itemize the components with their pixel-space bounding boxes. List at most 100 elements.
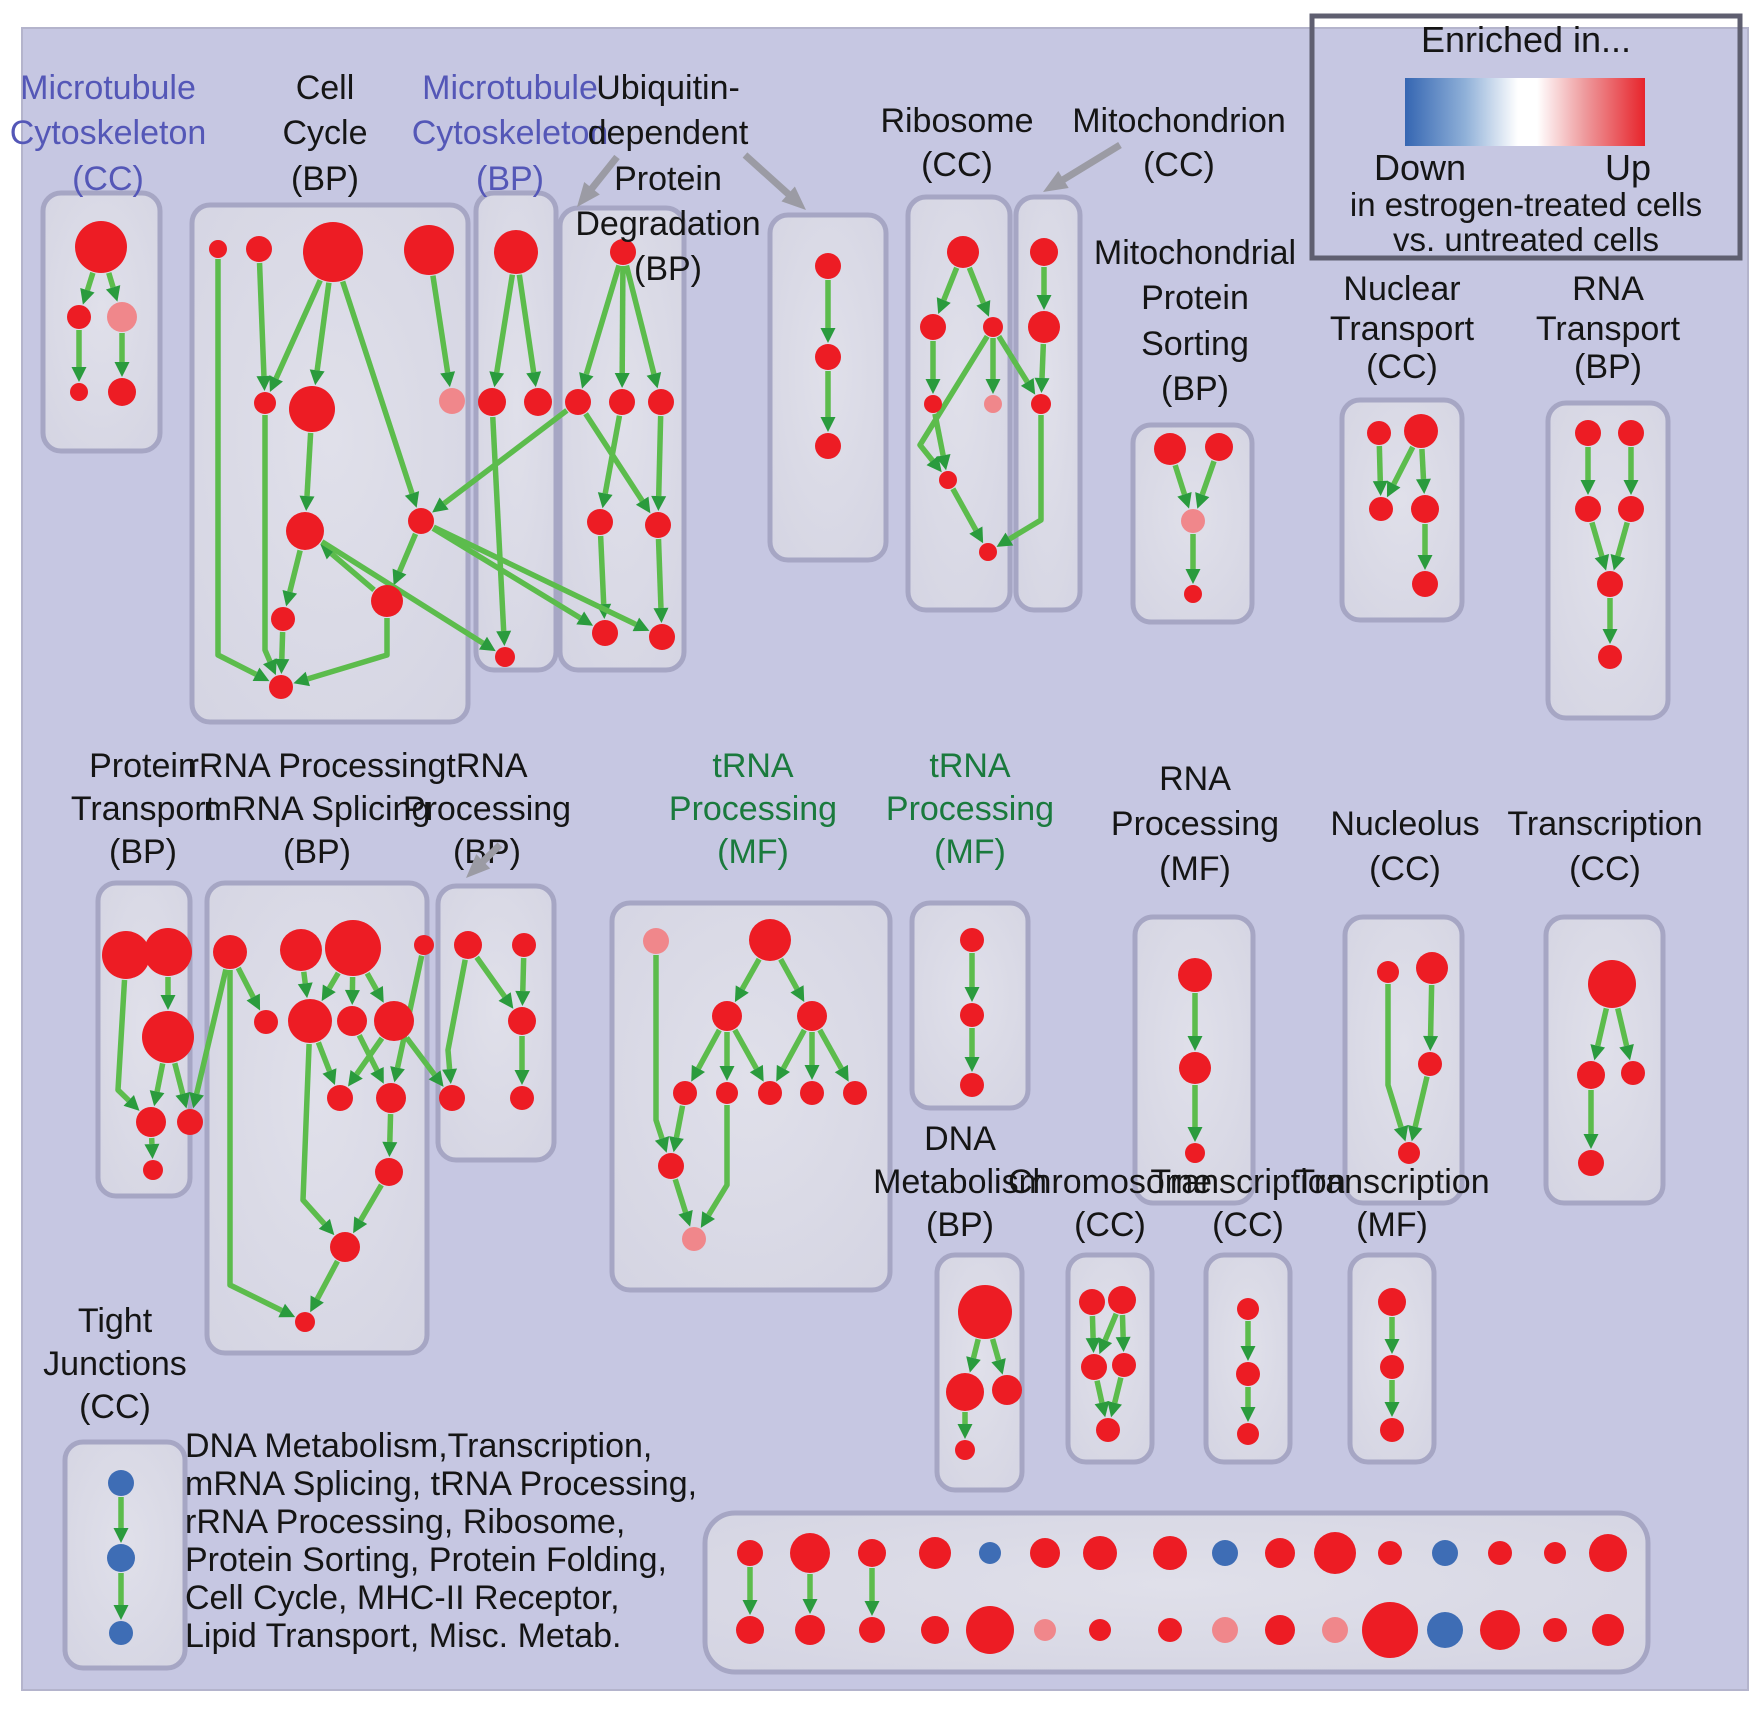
ubiquitin-left-arrow <box>584 154 620 197</box>
rrna-node-1-red <box>280 929 322 971</box>
misc-strip-node-10-red <box>1314 1532 1356 1574</box>
ub1-edge-7-arrowhead <box>653 607 669 624</box>
dna-met-label-line-2: (BP) <box>926 1206 994 1244</box>
cross-edge-2 <box>432 524 638 627</box>
transcr-cc-1-edge-1 <box>1615 1007 1630 1047</box>
chromosome-edge-4-arrowhead <box>1107 1401 1122 1418</box>
ribosome-label-line-1: (CC) <box>921 146 993 184</box>
category-list-line-2: rRNA Processing, Ribosome, <box>185 1503 625 1541</box>
nucleolus-label-line-0: Nucleolus <box>1330 805 1479 843</box>
cell-cycle-node-8-red <box>408 508 434 534</box>
trna-mf-small-label-line-1: Processing <box>886 790 1054 828</box>
ub1-edge-1-arrowhead <box>614 372 630 389</box>
trna-bp-edge-1 <box>520 957 527 992</box>
mps-node-0-red <box>1154 433 1186 465</box>
chromosome-edge-1 <box>1102 1312 1119 1342</box>
ubiquitin-left-arrow-head <box>577 182 600 207</box>
category-list-line-4: Cell Cycle, MHC-II Receptor, <box>185 1579 620 1617</box>
misc-strip-node-19-red <box>921 1616 949 1644</box>
cell-cycle-edge-0 <box>215 259 258 677</box>
transcr-mf-edge-0-arrowhead <box>1384 1339 1400 1354</box>
tight-junctions-label-line-0: Tight <box>78 1302 153 1340</box>
cell-cycle-node-2-red <box>303 222 363 282</box>
prot-trans-node-4-red <box>177 1109 203 1135</box>
trna-mf-big-node-3-red <box>797 1001 827 1031</box>
cell-cycle-edge-7-arrowhead <box>299 495 315 512</box>
mt-bp-label-line-2: (BP) <box>476 160 544 198</box>
trna-mf-big-edge-8-arrowhead <box>654 1136 670 1153</box>
trna-mf-big-edge-7 <box>817 1028 844 1070</box>
prot-trans-edge-0-arrowhead <box>123 1095 140 1111</box>
nucleolus-node-3-red <box>1398 1142 1420 1164</box>
rrna-node-8-red <box>327 1085 353 1111</box>
rrna-edge-0-arrowhead <box>246 993 261 1011</box>
misc-strip-node-6-red <box>1083 1536 1117 1570</box>
cross-edge-5-arrowhead <box>996 532 1014 547</box>
trna-mf-big-edge-9-arrowhead <box>669 1136 684 1153</box>
rrna-edge-7 <box>356 1034 380 1072</box>
transcr-cc-2-edge-0-arrowhead <box>1240 1346 1256 1361</box>
mitochondrion-arrow <box>1055 142 1122 187</box>
cell-cycle-edge-11-arrowhead <box>274 658 290 675</box>
ribosome-node-1-red <box>920 314 946 340</box>
ub1-edge-1 <box>619 265 626 374</box>
nucleolus-edge-1 <box>1412 1076 1430 1128</box>
rna-trans-edge-2 <box>1589 521 1605 557</box>
mt-bp-edge-0-arrowhead <box>489 371 505 388</box>
trna-mf-big-edge-10 <box>672 1178 689 1214</box>
nuc-trans-edge-0 <box>1376 445 1384 482</box>
trna-bp-label-line-2: (BP) <box>453 833 521 871</box>
transcr-cc-2-node-0-red <box>1237 1298 1259 1320</box>
rrna-label-line-1: mRNA Splicing <box>204 790 431 828</box>
misc-strip-node-21-pink <box>1034 1619 1056 1641</box>
ub1-edge-4 <box>655 415 664 497</box>
rrna-node-0-red <box>213 935 247 969</box>
mito-node-1-red <box>1028 311 1060 343</box>
ribosome-edge-5-arrowhead <box>935 454 951 471</box>
chromosome-label-line-1: (CC) <box>1074 1206 1146 1244</box>
ub1-node-5-red <box>645 512 671 538</box>
rna-trans-node-4-red <box>1597 571 1623 597</box>
transcr-cc-1-edge-0-arrowhead <box>1590 1044 1606 1061</box>
misc-strip-node-27-red <box>1362 1602 1418 1658</box>
trna-mf-big-edge-2 <box>695 1028 722 1070</box>
trna-bp-edge-3 <box>445 959 468 1070</box>
cell-cycle-edge-10-arrowhead <box>282 590 298 607</box>
trna-mf-small-label-line-2: (MF) <box>934 833 1006 871</box>
nucleolus-edge-2 <box>1385 984 1404 1129</box>
rna-trans-label-line-1: Transport <box>1536 310 1681 348</box>
nucleolus-edge-0 <box>1427 984 1435 1037</box>
trna-mf-big-edge-1-arrowhead <box>790 985 805 1002</box>
cell-cycle-edge-9 <box>329 551 376 593</box>
trna-mf-big-label-line-1: Processing <box>669 790 837 828</box>
ub2-edge-0-arrowhead <box>820 328 836 343</box>
ub1-edge-6 <box>597 535 607 605</box>
trna-mf-small-edge-1-arrowhead <box>964 1057 980 1072</box>
cell-cycle-edge-1-arrowhead <box>256 375 272 392</box>
prot-trans-edge-3-arrowhead <box>175 1092 190 1109</box>
nuc-trans-node-3-red <box>1411 495 1439 523</box>
trna-mf-small-node-0-red <box>960 928 984 952</box>
rrna-label-line-0: rRNA Processing <box>188 747 447 785</box>
misc-strip-edge-2-arrowhead <box>864 1601 880 1616</box>
cross-edge-0-arrowhead <box>432 497 449 513</box>
rrna-edge-13-arrowhead <box>318 1218 335 1236</box>
trna-bp-node-0-red <box>454 931 482 959</box>
tight-junctions-label: Tight Junctions (CC) <box>43 1302 187 1426</box>
chromosome-edge-3 <box>1094 1380 1105 1404</box>
category-list-line-5: Lipid Transport, Misc. Metab. <box>185 1617 622 1655</box>
ub1-edge-0-arrowhead <box>579 372 594 389</box>
mps-edge-1 <box>1199 460 1217 496</box>
transcr-mf-label: Transcription (MF) <box>1294 1163 1489 1244</box>
cell-cycle-box <box>189 202 471 725</box>
nuc-trans-label-line-0: Nuclear <box>1343 270 1460 308</box>
ub1-label: Ubiquitin-dependent Protein Degradation (BP… <box>575 69 760 288</box>
mps-label-line-3: (BP) <box>1161 370 1229 408</box>
cell-cycle-edge-10 <box>287 549 303 593</box>
misc-strip-node-4-blue <box>979 1542 1001 1564</box>
mito-label-line-1: (CC) <box>1143 146 1215 184</box>
cell-cycle-node-1-red <box>246 236 272 262</box>
mt-cc-label-line-1: Cytoskeleton <box>10 114 207 152</box>
rna-proc-node-1-red <box>1179 1052 1211 1084</box>
